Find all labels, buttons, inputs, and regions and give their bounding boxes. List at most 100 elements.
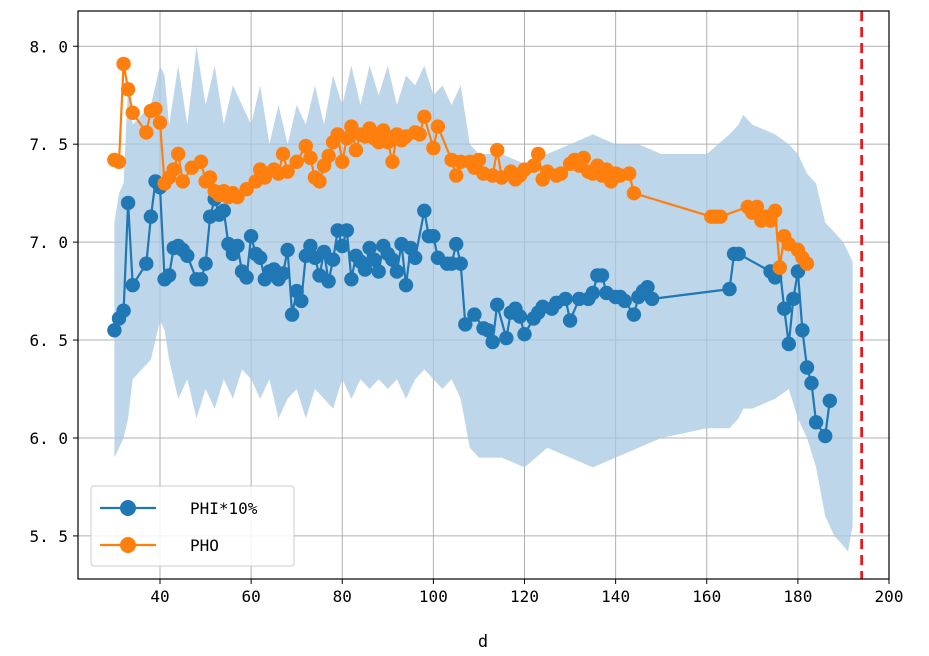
data-point: [453, 256, 468, 271]
legend-label-phi: PHI*10%: [190, 499, 258, 518]
data-point: [143, 209, 159, 224]
data-point: [280, 164, 295, 179]
data-point: [303, 238, 318, 254]
data-point: [376, 123, 391, 138]
data-point: [822, 393, 837, 408]
data-point: [795, 323, 810, 338]
data-point: [120, 195, 136, 211]
data-point: [367, 252, 382, 267]
data-point: [139, 125, 154, 140]
data-point: [284, 307, 300, 322]
data-point: [171, 146, 186, 162]
data-point: [389, 264, 405, 279]
data-point: [120, 82, 136, 97]
data-point: [517, 327, 532, 342]
data-point: [216, 203, 231, 218]
data-point: [417, 109, 432, 125]
data-point: [116, 56, 131, 72]
data-point: [576, 150, 591, 166]
x-tick-label: 120: [510, 587, 539, 606]
data-point: [626, 186, 642, 201]
data-point: [152, 115, 168, 130]
data-point: [161, 268, 177, 283]
data-point: [325, 252, 341, 267]
data-point: [339, 131, 354, 146]
data-point: [362, 240, 377, 256]
data-point: [175, 174, 190, 189]
series-0: [107, 174, 837, 444]
data-point: [385, 154, 400, 169]
legend-swatch-marker-1: [120, 537, 136, 553]
data-point: [230, 238, 245, 254]
data-point: [417, 203, 432, 218]
x-tick-label: 180: [783, 587, 812, 606]
data-point: [490, 297, 505, 312]
y-tick-label: 7. 5: [29, 135, 68, 154]
data-point: [239, 270, 254, 285]
data-point: [644, 291, 660, 307]
x-tick-label: 140: [601, 587, 630, 606]
data-point: [622, 166, 637, 181]
y-tick-label: 5. 5: [29, 527, 68, 546]
data-point: [289, 154, 304, 169]
y-tick-label: 6. 0: [29, 429, 68, 448]
data-point: [408, 250, 423, 265]
x-tick-label: 80: [333, 587, 352, 606]
data-point: [321, 274, 336, 289]
data-point: [558, 291, 573, 307]
data-point: [471, 152, 487, 168]
data-point: [526, 158, 541, 173]
data-point: [449, 236, 464, 252]
data-point: [148, 101, 163, 117]
data-point: [731, 246, 746, 262]
data-point: [426, 140, 441, 156]
data-point: [139, 256, 154, 271]
data-point: [553, 166, 569, 181]
data-point: [298, 138, 313, 154]
data-point: [617, 293, 632, 309]
data-point: [193, 154, 209, 169]
data-point: [786, 291, 801, 307]
data-point: [198, 256, 213, 271]
x-axis-label: d: [478, 632, 488, 652]
confidence-band: [114, 46, 853, 552]
data-point: [357, 262, 373, 277]
data-point: [371, 264, 386, 279]
data-point: [125, 278, 140, 293]
data-point: [804, 375, 819, 391]
x-tick-label: 40: [150, 587, 169, 606]
data-point: [111, 154, 127, 169]
data-point: [180, 248, 195, 263]
data-point: [585, 285, 600, 301]
data-point: [339, 223, 354, 238]
data-point: [125, 105, 140, 121]
data-point: [321, 148, 336, 164]
data-point: [116, 303, 131, 318]
data-point: [202, 170, 218, 185]
data-point: [193, 272, 209, 287]
band-area: [114, 46, 853, 552]
data-point: [385, 252, 400, 267]
data-point: [512, 309, 528, 324]
legend-swatch-marker-0: [120, 500, 136, 516]
data-point: [799, 256, 815, 271]
data-point: [772, 260, 787, 275]
legend-label-pho: PHO: [190, 536, 219, 555]
data-point: [280, 242, 295, 258]
series-1: [107, 56, 815, 275]
data-point: [412, 127, 427, 142]
data-point: [348, 142, 364, 158]
data-point: [808, 415, 824, 430]
y-tick-label: 7. 0: [29, 233, 68, 252]
data-point: [275, 146, 291, 162]
data-point: [818, 428, 833, 444]
y-tick-label: 8. 0: [29, 37, 68, 56]
data-point: [243, 229, 259, 244]
data-point: [531, 146, 546, 162]
data-point: [303, 150, 318, 166]
x-tick-label: 160: [692, 587, 721, 606]
data-point: [713, 209, 728, 224]
data-point: [335, 154, 350, 169]
data-point: [426, 229, 441, 244]
series-group: [107, 56, 837, 444]
